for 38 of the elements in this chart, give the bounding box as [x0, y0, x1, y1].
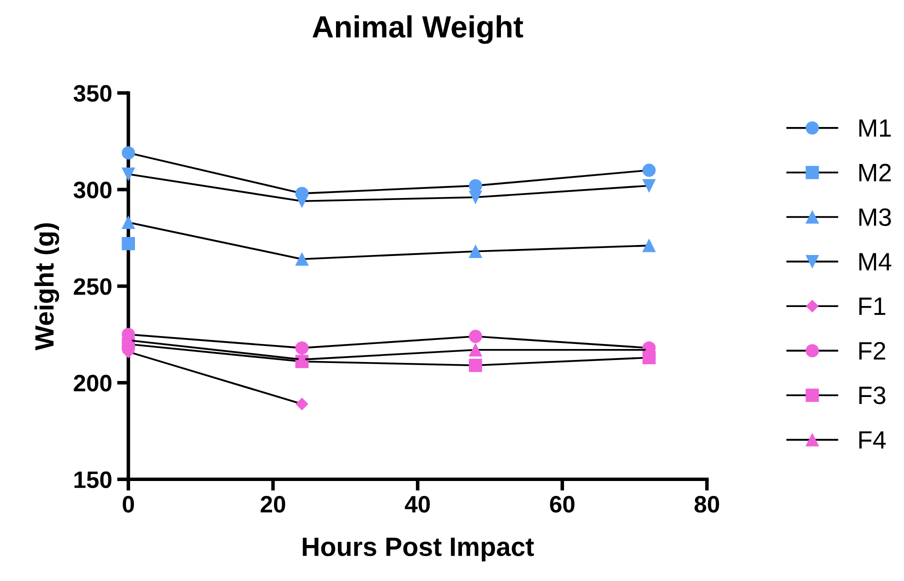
- point: [122, 146, 135, 160]
- point: [295, 252, 309, 266]
- y-tick-label: 350: [74, 85, 112, 102]
- y-tick-label: 250: [74, 278, 112, 295]
- point: [642, 238, 656, 252]
- point: [122, 167, 135, 181]
- x-tick-label: 0: [122, 496, 134, 513]
- y-tick-label: 200: [74, 374, 112, 392]
- legend-label: F2: [859, 342, 886, 360]
- point: [468, 244, 482, 258]
- x-tick-label: 40: [404, 496, 430, 513]
- y-tick-label: 150: [74, 471, 112, 488]
- point: [468, 358, 482, 372]
- legend-label: F4: [859, 431, 886, 449]
- point: [642, 179, 656, 192]
- legend-label: M3: [859, 208, 891, 226]
- point: [122, 216, 135, 229]
- point: [122, 237, 135, 250]
- x-tick-label: 80: [694, 496, 720, 513]
- legend-label: M4: [859, 253, 892, 270]
- x-axis-title: Hours Post Impact: [302, 538, 534, 562]
- point: [295, 194, 309, 208]
- point: [642, 164, 656, 177]
- legend-label: F3: [859, 386, 886, 404]
- x-tick-label: 20: [260, 496, 286, 513]
- x-tick-label: 60: [550, 496, 574, 513]
- legend-label: F1: [859, 298, 886, 315]
- y-axis-title: Weight (g): [34, 223, 60, 350]
- point: [468, 190, 482, 204]
- legend-label: M1: [859, 119, 891, 137]
- legend-label: M2: [859, 164, 891, 182]
- point: [296, 398, 308, 410]
- chart-title: Animal Weight: [312, 15, 524, 44]
- point: [468, 343, 482, 356]
- y-tick-label: 300: [74, 182, 112, 198]
- point: [295, 341, 309, 355]
- point: [468, 330, 482, 343]
- point: [468, 179, 482, 192]
